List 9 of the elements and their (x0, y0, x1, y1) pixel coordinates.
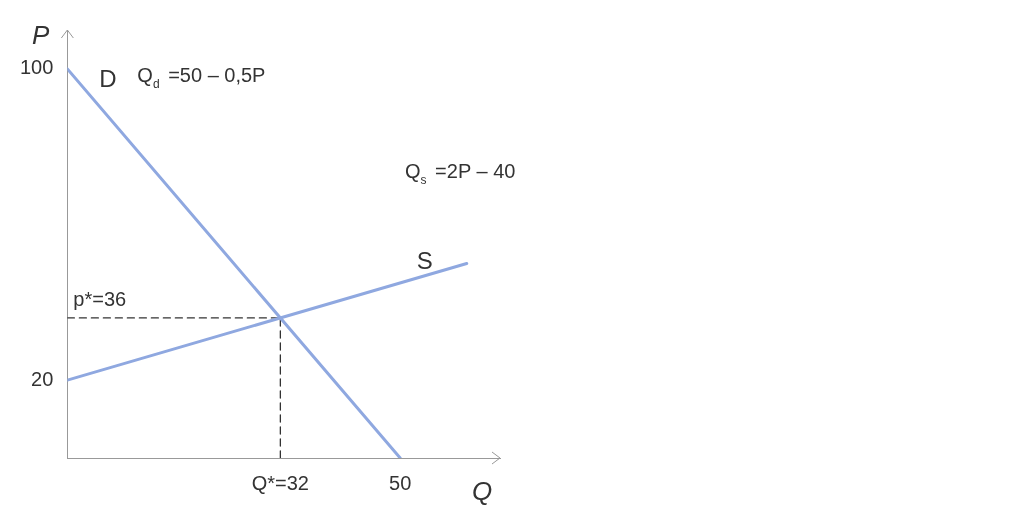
y-tick-label: 100 (19, 56, 54, 79)
x-tick-label: 50 (389, 471, 412, 494)
annotation: p*=36 (73, 287, 127, 310)
x-axis-title: Q (471, 476, 493, 506)
y-tick-label: 20 (31, 367, 54, 390)
series-label: S (416, 247, 433, 275)
y-axis-title: P (32, 20, 51, 50)
series-label: D (99, 64, 117, 92)
x-tick-label: Q*=32 (251, 471, 309, 494)
